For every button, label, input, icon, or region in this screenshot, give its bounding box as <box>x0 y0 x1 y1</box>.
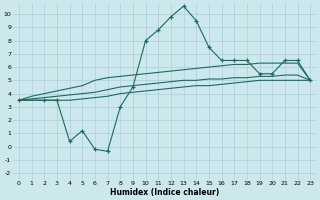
X-axis label: Humidex (Indice chaleur): Humidex (Indice chaleur) <box>110 188 219 197</box>
